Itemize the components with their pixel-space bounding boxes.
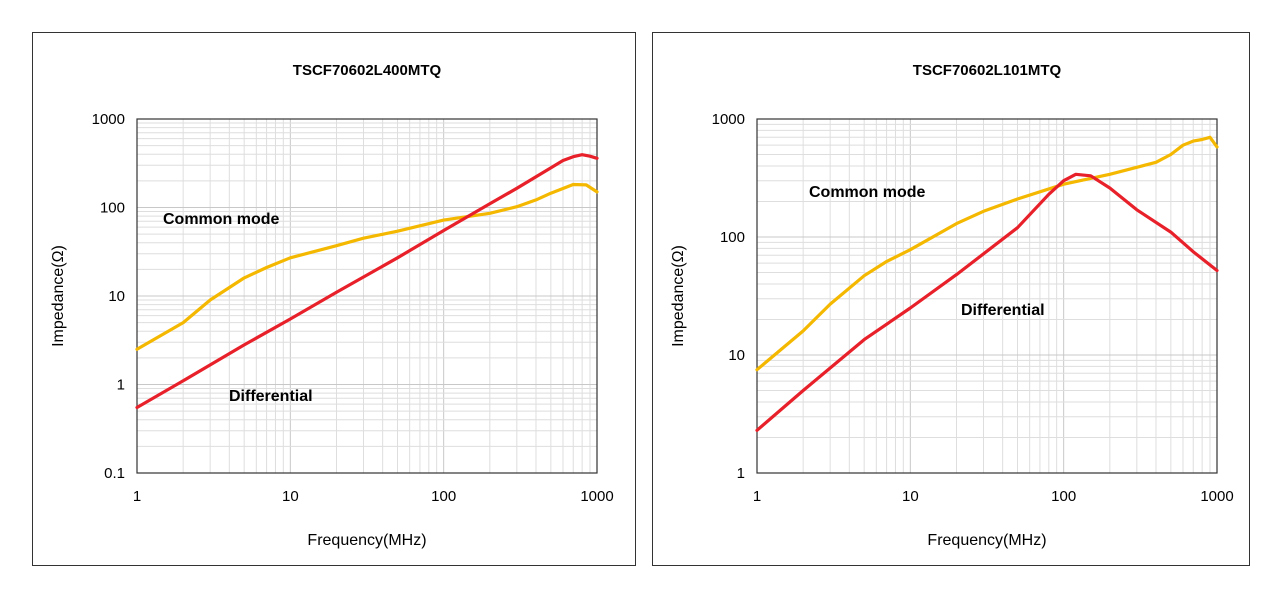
chart-title: TSCF70602L400MTQ: [293, 62, 442, 79]
y-tick-label: 100: [100, 200, 125, 217]
x-tick-label: 100: [431, 488, 456, 505]
annotation-differential: Differential: [229, 388, 313, 405]
x-tick-label: 10: [282, 488, 299, 505]
series-line-common-mode: [755, 135, 1219, 372]
x-axis-label: Frequency(MHz): [927, 532, 1046, 549]
chart-panel-right: 1 10 100 1000 1 10 100 1000 TSCF70602L101MTQ Freq…: [652, 32, 1250, 566]
plot-frame: [136, 118, 598, 474]
x-tick-label: 1: [133, 488, 141, 505]
series-line-common-mode: [135, 182, 599, 351]
grid: [756, 119, 1217, 474]
x-tick-label: 100: [1051, 488, 1076, 505]
y-tick-label: 1: [117, 377, 125, 394]
y-tick-label: 0.1: [104, 465, 125, 482]
grid: [136, 119, 597, 474]
y-tick-label: 10: [728, 347, 745, 364]
y-tick-label: 100: [720, 229, 745, 246]
y-axis-label: Impedance(Ω): [670, 245, 687, 347]
x-axis-label: Frequency(MHz): [307, 532, 426, 549]
y-tick-label: 1000: [712, 111, 745, 128]
y-tick-label: 10: [108, 288, 125, 305]
x-tick-label: 1000: [580, 488, 613, 505]
series-line-differential: [135, 153, 599, 410]
y-tick-label: 1: [737, 465, 745, 482]
x-tick-label: 10: [902, 488, 919, 505]
annotation-common-mode: Common mode: [163, 211, 280, 228]
annotation-common-mode: Common mode: [809, 184, 926, 201]
plot-frame: [756, 118, 1218, 474]
y-tick-label: 1000: [92, 111, 125, 128]
chart-panel-left: 1 10 100 1000 0.1 1 10 100 1000 TSCF70602L400MTQ F…: [32, 32, 636, 566]
x-tick-label: 1: [753, 488, 761, 505]
chart-right-svg: 1 10 100 1000 1 10 100 1000 TSCF70602L101MTQ Freq…: [670, 62, 1234, 549]
y-axis-label: Impedance(Ω): [50, 245, 67, 347]
chart-left-svg: 1 10 100 1000 0.1 1 10 100 1000 TSCF70602L400MTQ F…: [50, 62, 614, 549]
x-tick-label: 1000: [1200, 488, 1233, 505]
annotation-differential: Differential: [961, 302, 1045, 319]
series-line-differential: [755, 172, 1219, 432]
chart-title: TSCF70602L101MTQ: [913, 62, 1062, 79]
